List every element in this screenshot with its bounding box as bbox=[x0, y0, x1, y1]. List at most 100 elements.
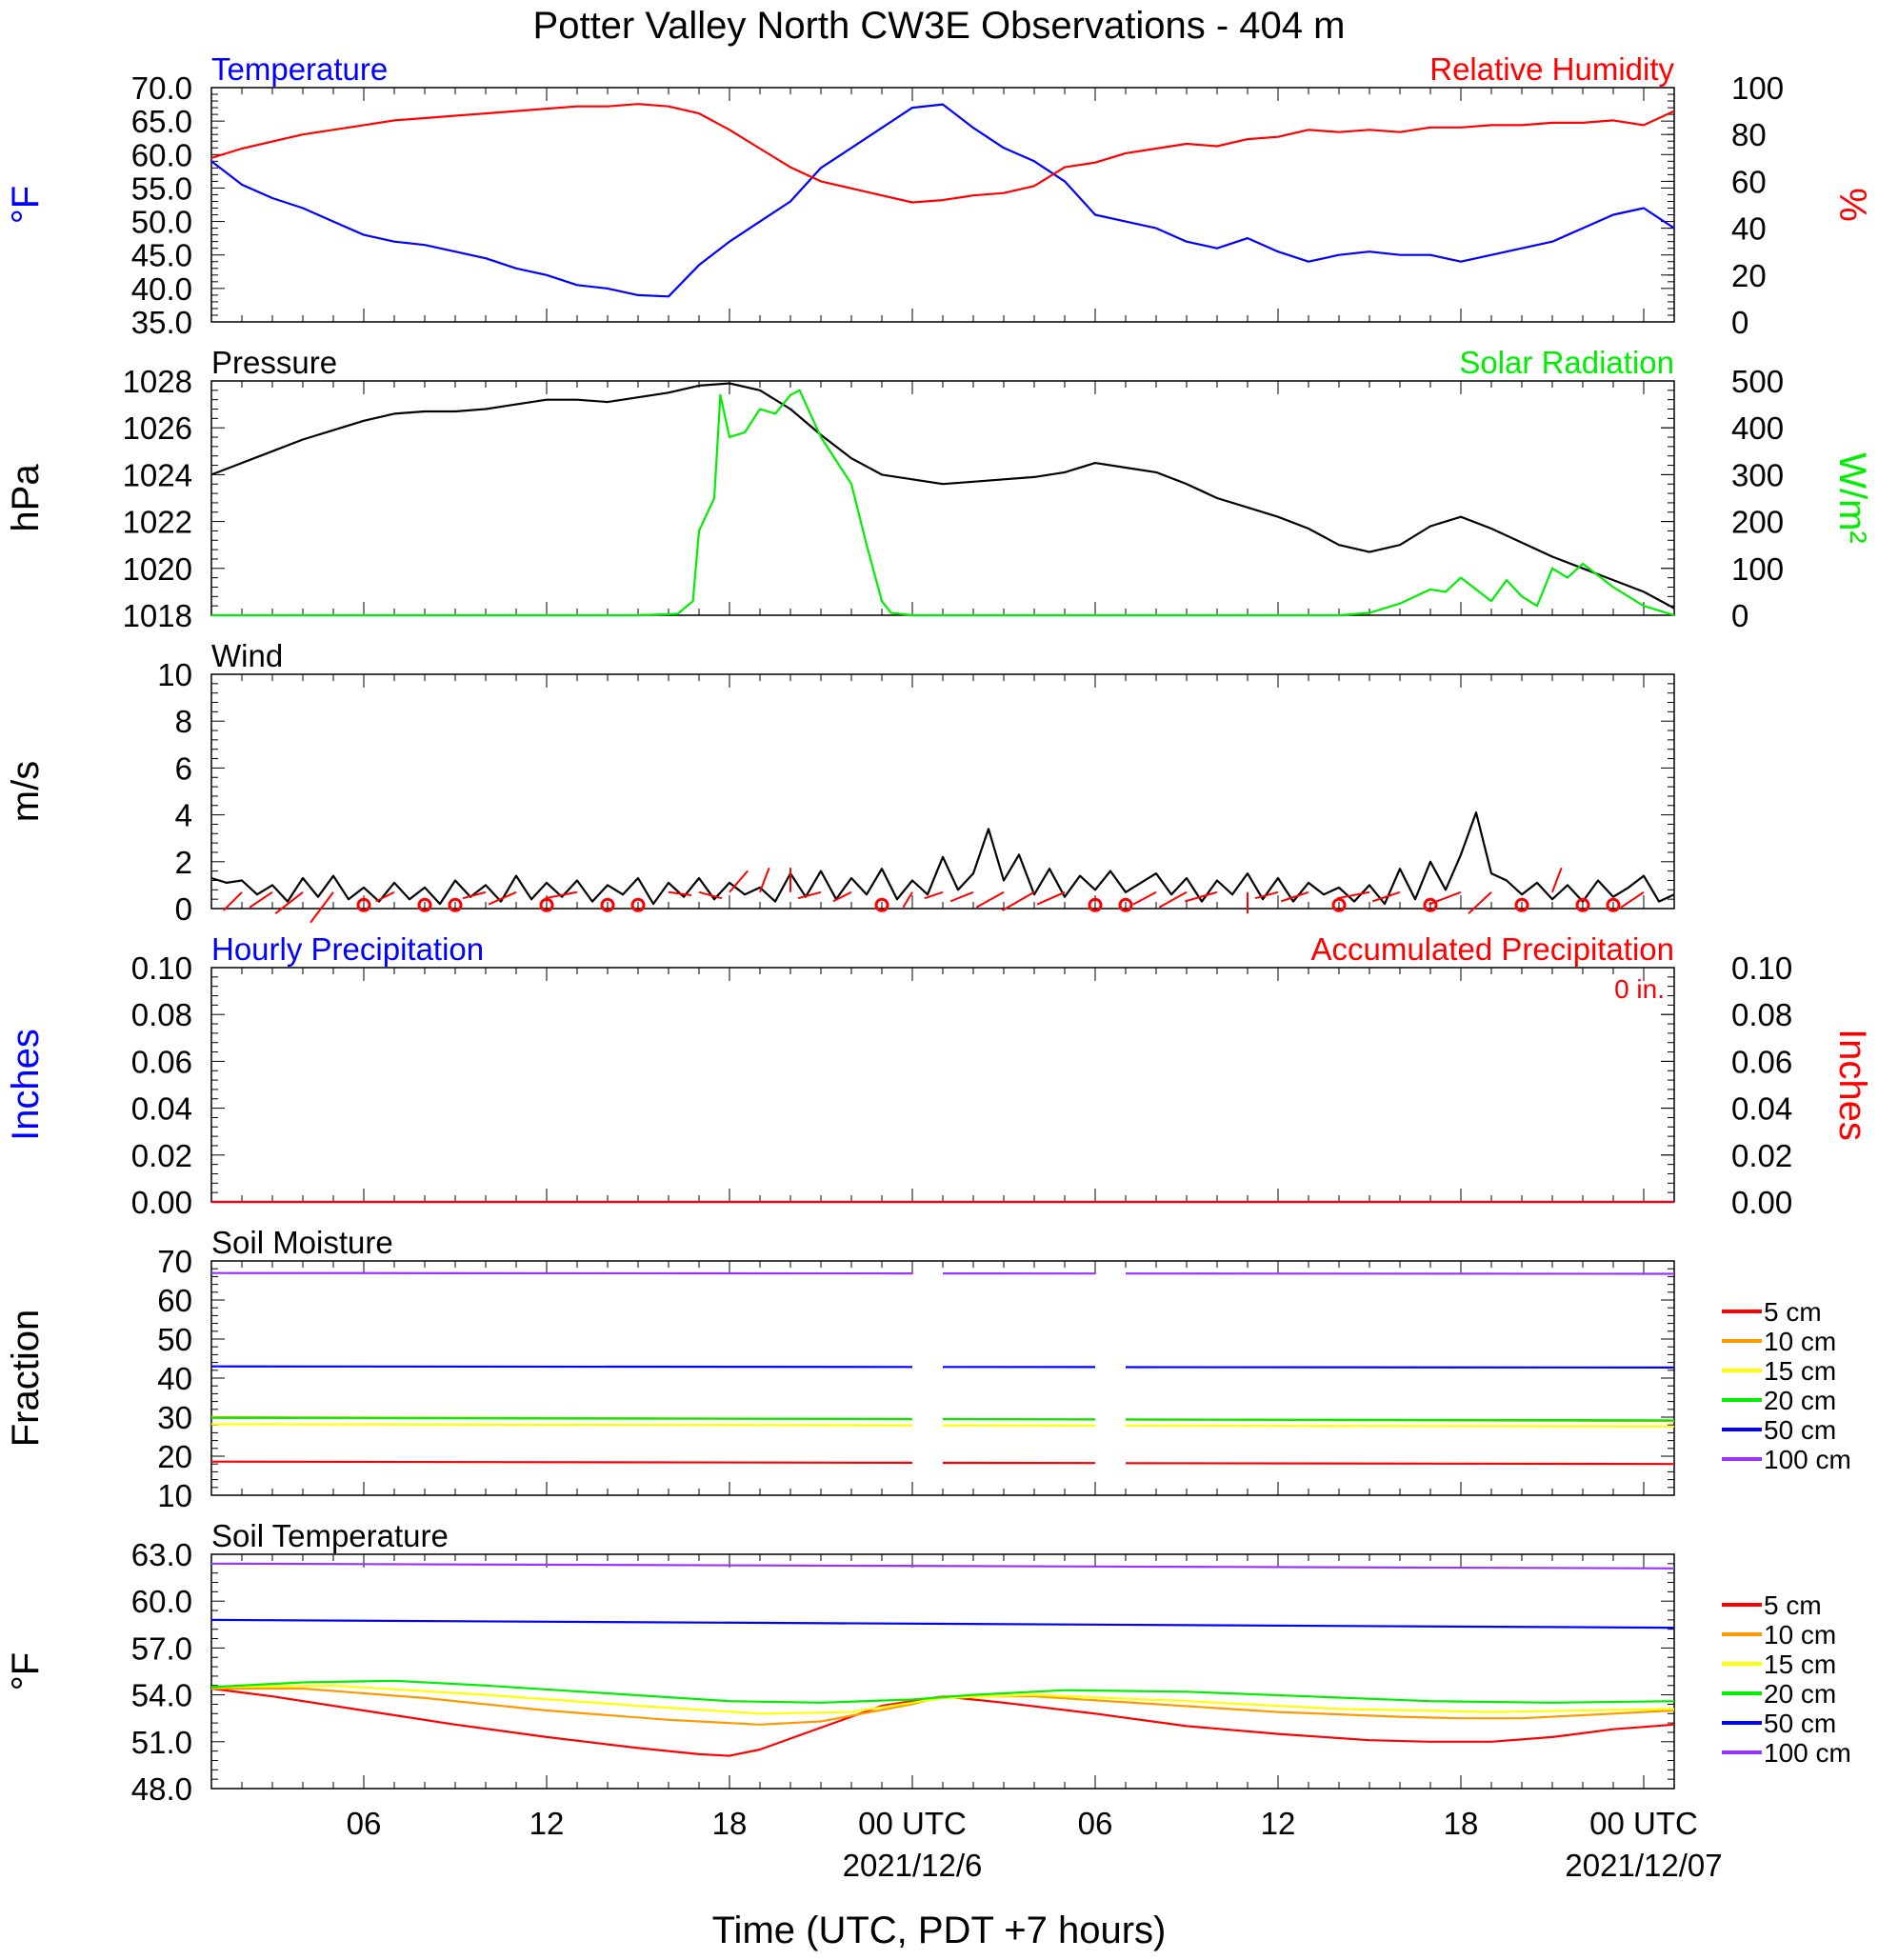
x-tick-label: 18 bbox=[712, 1806, 748, 1841]
y-tick-label: 48.0 bbox=[131, 1771, 192, 1807]
y-tick-label: 0.04 bbox=[131, 1091, 192, 1127]
legend-label: 100 cm bbox=[1764, 1738, 1851, 1768]
left-unit-label: Fraction bbox=[5, 1310, 47, 1448]
x-date-label: 2021/12/6 bbox=[843, 1848, 983, 1883]
x-tick-label: 12 bbox=[1261, 1806, 1296, 1841]
panel-left-title: Pressure bbox=[211, 345, 337, 380]
panel-temperature-rh: 70.065.060.055.050.045.040.035.0 100 80 60 4… bbox=[5, 51, 1873, 340]
series-line bbox=[210, 1562, 1675, 1570]
series-line bbox=[210, 382, 1675, 610]
wind-barb bbox=[249, 890, 273, 909]
y-tick-label: 70.0 bbox=[131, 70, 192, 106]
wind-barb bbox=[1620, 890, 1645, 909]
y-tick-label: 8 bbox=[175, 704, 192, 739]
wind-barb bbox=[1337, 890, 1370, 900]
x-tick-label: 00 UTC bbox=[1589, 1806, 1698, 1841]
y-tick-label: 1018 bbox=[123, 598, 192, 633]
y-tick-label: 70 bbox=[157, 1244, 192, 1279]
panels: 70.065.060.055.050.045.040.035.010080604… bbox=[5, 51, 1873, 1883]
wind-calm-marker bbox=[1514, 897, 1529, 912]
right-unit-label: W/m² bbox=[1831, 452, 1873, 544]
right-unit-label: % bbox=[1831, 188, 1873, 222]
y-tick-label: 0.00 bbox=[131, 1185, 192, 1220]
y-tick-label: 35.0 bbox=[131, 305, 192, 340]
y-tick-label: 50.0 bbox=[131, 205, 192, 240]
y-tick-label: 0.10 bbox=[131, 950, 192, 986]
wind-barb bbox=[668, 890, 692, 896]
wind-barb bbox=[924, 890, 944, 900]
wind-calm-marker bbox=[874, 897, 889, 912]
y-right-tick-label: 300 bbox=[1731, 457, 1784, 492]
y-right-tick-label: 20 bbox=[1731, 258, 1767, 293]
y-tick-label: 1022 bbox=[123, 505, 192, 540]
y-right-tick-label: 0.02 bbox=[1731, 1138, 1792, 1173]
wind-calm-marker bbox=[630, 897, 646, 912]
y-tick-label: 51.0 bbox=[131, 1725, 192, 1760]
left-unit-label: hPa bbox=[5, 464, 47, 532]
legend-label: 50 cm bbox=[1764, 1709, 1836, 1738]
y-tick-label: 0.06 bbox=[131, 1044, 192, 1079]
x-axis-label: Time (UTC, PDT +7 hours) bbox=[712, 1910, 1167, 1951]
y-tick-label: 1024 bbox=[123, 457, 192, 492]
y-tick-label: 6 bbox=[175, 750, 192, 786]
plot-frame bbox=[210, 967, 1675, 1203]
y-right-tick-label: 0.10 bbox=[1731, 950, 1792, 986]
y-right-tick-label: 0.08 bbox=[1731, 997, 1792, 1032]
y-tick-label: 50 bbox=[157, 1322, 192, 1357]
wind-barb bbox=[310, 891, 334, 924]
y-tick-label: 60 bbox=[157, 1283, 192, 1318]
y-right-tick-label: 100 bbox=[1731, 70, 1784, 106]
wind-barb bbox=[1132, 890, 1157, 906]
series-line bbox=[210, 1365, 1675, 1369]
y-right-tick-label: 80 bbox=[1731, 117, 1767, 152]
panel-pressure-solar: 1028 1026 1024 1022 1020 1018 500 400 300 200 100 0… bbox=[5, 345, 1873, 633]
series-line bbox=[210, 1679, 1675, 1704]
panel-left-title: Hourly Precipitation bbox=[211, 931, 484, 967]
panel-left-title: Wind bbox=[211, 638, 283, 673]
y-tick-label: 40.0 bbox=[131, 271, 192, 307]
wind-barb bbox=[375, 890, 395, 903]
y-tick-label: 1028 bbox=[123, 364, 192, 399]
y-tick-label: 60.0 bbox=[131, 1584, 192, 1619]
wind-calm-marker bbox=[1423, 897, 1438, 912]
series-line bbox=[210, 103, 1675, 204]
y-tick-label: 20 bbox=[157, 1439, 192, 1474]
legend-label: 20 cm bbox=[1764, 1679, 1836, 1709]
wind-barb bbox=[1551, 867, 1563, 893]
panel-right-title: Solar Radiation bbox=[1459, 345, 1674, 380]
y-right-tick-label: 0 bbox=[1731, 598, 1748, 633]
series-line bbox=[211, 389, 1675, 617]
y-right-tick-label: 0.06 bbox=[1731, 1044, 1792, 1079]
wind-calm-marker bbox=[356, 897, 371, 912]
left-unit-label: °F bbox=[5, 1652, 47, 1690]
y-right-tick-label: 0.04 bbox=[1731, 1091, 1792, 1127]
wind-barb bbox=[759, 867, 770, 893]
left-unit-label: °F bbox=[5, 186, 47, 224]
series-line bbox=[210, 1618, 1675, 1630]
left-unit-label: m/s bbox=[5, 761, 47, 822]
plot-frame bbox=[210, 673, 1675, 910]
wind-calm-marker bbox=[448, 897, 463, 912]
wind-calm-marker bbox=[539, 897, 554, 912]
y-right-tick-label: 60 bbox=[1731, 164, 1767, 199]
wind-calm-marker bbox=[1606, 897, 1621, 912]
wind-calm-marker bbox=[1088, 897, 1103, 912]
legend-label: 10 cm bbox=[1764, 1327, 1836, 1356]
legend-label: 5 cm bbox=[1764, 1590, 1822, 1620]
legend-label: 15 cm bbox=[1764, 1650, 1836, 1679]
y-tick-label: 1026 bbox=[123, 410, 192, 446]
wind-barb bbox=[975, 890, 1005, 909]
y-right-tick-label: 500 bbox=[1731, 364, 1784, 399]
y-tick-label: 65.0 bbox=[131, 104, 192, 139]
x-tick-label: 12 bbox=[529, 1806, 565, 1841]
plot-frame bbox=[210, 380, 1675, 616]
wind-barb bbox=[1185, 890, 1218, 903]
wind-barb bbox=[698, 890, 723, 900]
panel-left-title: Soil Temperature bbox=[211, 1518, 449, 1553]
x-tick-label: 06 bbox=[1078, 1806, 1113, 1841]
legend-label: 20 cm bbox=[1764, 1386, 1836, 1415]
x-tick-label: 18 bbox=[1444, 1806, 1479, 1841]
wind-barb bbox=[488, 890, 517, 906]
wind-barb bbox=[832, 890, 852, 903]
